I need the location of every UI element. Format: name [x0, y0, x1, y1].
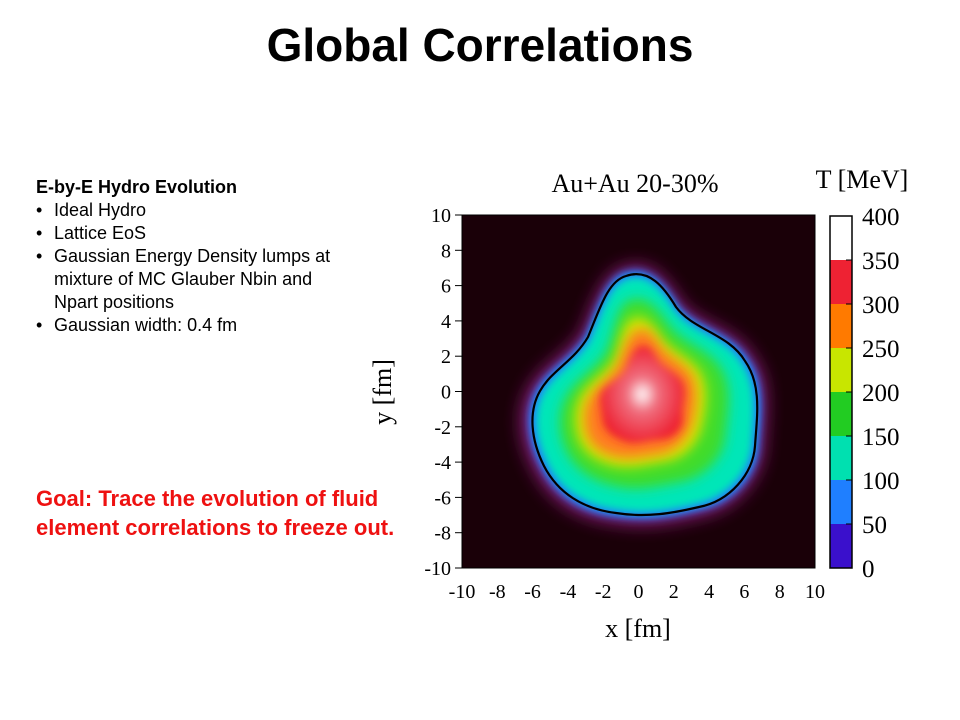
- colorbar-tick-label: 200: [862, 380, 900, 407]
- y-tick-label: -8: [434, 523, 451, 545]
- y-tick-label: 6: [441, 276, 451, 298]
- x-tick-label: -4: [560, 581, 577, 603]
- x-tick-label: -6: [524, 581, 541, 603]
- colorbar-ticks: 400 350 300 250 200 150 100 50 0: [846, 204, 900, 583]
- bullet-item: Ideal Hydro: [36, 199, 376, 222]
- x-tick-label: -2: [595, 581, 612, 603]
- colorbar-label: T [MeV]: [816, 165, 909, 194]
- fireball-core: [599, 345, 685, 444]
- colorbar-bin: [830, 392, 852, 436]
- method-panel: E-by-E Hydro Evolution Ideal Hydro Latti…: [36, 176, 376, 337]
- colorbar-tick-label: 50: [862, 512, 887, 539]
- x-tick-label: -10: [449, 581, 476, 603]
- y-axis-ticks: 10 8 6 4 2 0 -2 -4 -6 -8 -10: [424, 205, 463, 580]
- colorbar-tick-label: 350: [862, 248, 900, 275]
- bullet-item: Lattice EoS: [36, 222, 376, 245]
- y-tick-label: -10: [424, 558, 451, 580]
- colorbar-bin: [830, 304, 852, 348]
- x-tick-label: 10: [805, 581, 825, 603]
- x-axis-label: x [fm]: [605, 614, 671, 643]
- x-tick-label: -8: [489, 581, 506, 603]
- colorbar-tick-label: 0: [862, 556, 875, 583]
- x-tick-label: 2: [669, 581, 679, 603]
- colorbar-bin: [830, 436, 852, 480]
- x-tick-label: 6: [739, 581, 749, 603]
- x-axis-ticks: -10 -8 -6 -4 -2 0 2 4 6 8 10: [449, 581, 825, 603]
- colorbar-tick-label: 100: [862, 468, 900, 495]
- temperature-heatmap-figure: Au+Au 20-30% T [MeV] -10 -8 -6 -4 -2 0 2 4 6 8 10 …: [368, 165, 909, 643]
- colorbar-bin: [830, 524, 852, 568]
- goal-statement: Goal: Trace the evolution of fluid eleme…: [36, 486, 395, 540]
- x-tick-label: 8: [775, 581, 785, 603]
- colorbar-tick-label: 150: [862, 424, 900, 451]
- colorbar-tick-label: 250: [862, 336, 900, 363]
- y-tick-label: 2: [441, 346, 451, 368]
- x-tick-label: 4: [704, 581, 714, 603]
- y-tick-label: -6: [434, 487, 451, 509]
- bullet-item: Gaussian width: 0.4 fm: [36, 314, 376, 337]
- colorbar-bin: [830, 216, 852, 260]
- section-heading: E-by-E Hydro Evolution: [36, 177, 238, 197]
- y-tick-label: 0: [441, 382, 451, 404]
- y-tick-label: -2: [434, 417, 451, 439]
- colorbar: [829, 215, 853, 569]
- bullet-item: Gaussian Energy Density lumps at mixture…: [36, 245, 354, 314]
- y-tick-label: 10: [431, 205, 451, 227]
- y-tick-label: -4: [434, 452, 451, 474]
- colorbar-bin: [830, 260, 852, 304]
- colorbar-tick-label: 400: [862, 204, 900, 231]
- slide-title: Global Correlations: [266, 19, 694, 71]
- y-tick-label: 4: [441, 311, 451, 333]
- bullet-list: Ideal Hydro Lattice EoS Gaussian Energy …: [36, 199, 376, 337]
- freezeout-contour: [531, 273, 759, 517]
- chart-title: Au+Au 20-30%: [551, 169, 718, 198]
- colorbar-bin: [830, 348, 852, 392]
- y-axis-label: y [fm]: [368, 359, 397, 425]
- colorbar-tick-label: 300: [862, 292, 900, 319]
- colorbar-bin: [830, 480, 852, 524]
- x-tick-label: 0: [634, 581, 644, 603]
- y-tick-label: 8: [441, 240, 451, 262]
